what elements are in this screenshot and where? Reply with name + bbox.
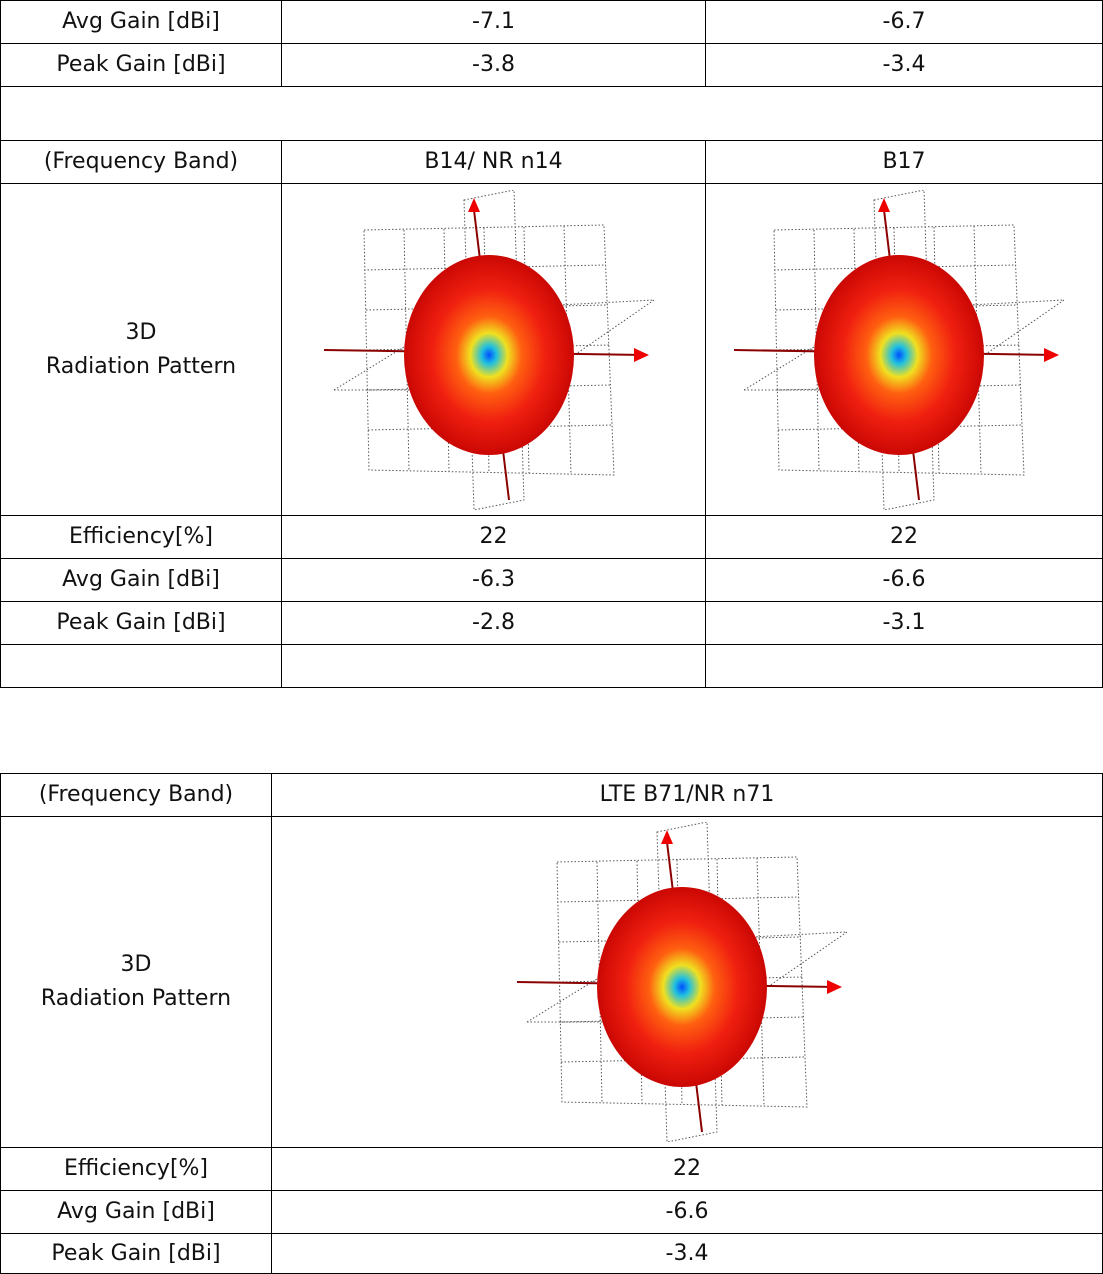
table-cell: Peak Gain [dBi] (0, 1233, 272, 1274)
table-cell: -3.4 (705, 43, 1103, 87)
cell-text: 3D (120, 952, 152, 977)
table-cell: -3.1 (705, 601, 1103, 645)
table-cell: -6.7 (705, 0, 1103, 44)
table-cell: -6.6 (271, 1190, 1103, 1234)
cell-text: -3.1 (882, 610, 926, 635)
cell-text: 22 (479, 524, 508, 549)
pattern-cell (281, 183, 706, 516)
table-cell: Peak Gain [dBi] (0, 43, 282, 87)
cell-text: Efficiency[%] (68, 524, 214, 549)
table-cell: Peak Gain [dBi] (0, 601, 282, 645)
table-cell: B14/ NR n14 (281, 140, 706, 184)
empty-cell (705, 644, 1103, 688)
cell-text: (Frequency Band) (38, 782, 234, 807)
table-cell: Avg Gain [dBi] (0, 1190, 272, 1234)
cell-text: -7.1 (472, 9, 515, 34)
cell-text: -3.4 (882, 52, 926, 77)
table-cell: -3.4 (271, 1233, 1103, 1274)
table-cell: Avg Gain [dBi] (0, 558, 282, 602)
table-cell: 3D Radiation Pattern (0, 183, 282, 516)
cell-text: 3D (125, 319, 157, 345)
empty-row (0, 86, 1103, 141)
cell-text: -6.6 (665, 1199, 709, 1224)
cell-text: Peak Gain [dBi] (51, 1240, 221, 1266)
cell-text: Avg Gain [dBi] (57, 1199, 215, 1224)
table-cell: B17 (705, 140, 1103, 184)
table-cell: (Frequency Band) (0, 140, 282, 184)
table-cell: -2.8 (281, 601, 706, 645)
table-cell: 22 (271, 1147, 1103, 1191)
cell-text: B14/ NR n14 (424, 149, 563, 174)
radiation-pattern-image (734, 190, 1074, 510)
radiation-pattern-image (517, 822, 857, 1142)
cell-text: Efficiency[%] (63, 1156, 209, 1181)
empty-cell (0, 644, 282, 688)
cell-text: -6.7 (882, 9, 926, 34)
table-cell: -7.1 (281, 0, 706, 44)
table-cell: -3.8 (281, 43, 706, 87)
table-cell: 22 (705, 515, 1103, 559)
table-cell: -6.3 (281, 558, 706, 602)
cell-text: -6.6 (882, 567, 926, 592)
cell-text: Peak Gain [dBi] (56, 52, 226, 77)
table-cell: Efficiency[%] (0, 515, 282, 559)
cell-text: 22 (673, 1156, 701, 1181)
table-cell: 3D Radiation Pattern (0, 816, 272, 1148)
pattern-cell (705, 183, 1103, 516)
empty-cell (281, 644, 706, 688)
pattern-cell (271, 816, 1103, 1148)
table-cell: -6.6 (705, 558, 1103, 602)
table-cell: (Frequency Band) (0, 773, 272, 817)
table-cell: LTE B71/NR n71 (271, 773, 1103, 817)
table-cell: Avg Gain [dBi] (0, 0, 282, 44)
cell-text: -6.3 (472, 567, 515, 592)
cell-text: Avg Gain [dBi] (62, 9, 220, 34)
table-cell: 22 (281, 515, 706, 559)
cell-text: 22 (890, 524, 918, 549)
cell-text: -3.4 (665, 1240, 709, 1266)
cell-text: Avg Gain [dBi] (62, 567, 220, 592)
cell-text: Peak Gain [dBi] (56, 610, 226, 635)
radiation-pattern-image (324, 190, 664, 510)
cell-text: -3.8 (472, 52, 515, 77)
cell-text: Radiation Pattern (40, 986, 232, 1011)
table-cell: Efficiency[%] (0, 1147, 272, 1191)
cell-text: Radiation Pattern (45, 353, 237, 379)
cell-text: (Frequency Band) (43, 149, 239, 174)
cell-text: LTE B71/NR n71 (599, 782, 775, 807)
cell-text: -2.8 (472, 610, 515, 635)
cell-text: B17 (882, 149, 926, 174)
